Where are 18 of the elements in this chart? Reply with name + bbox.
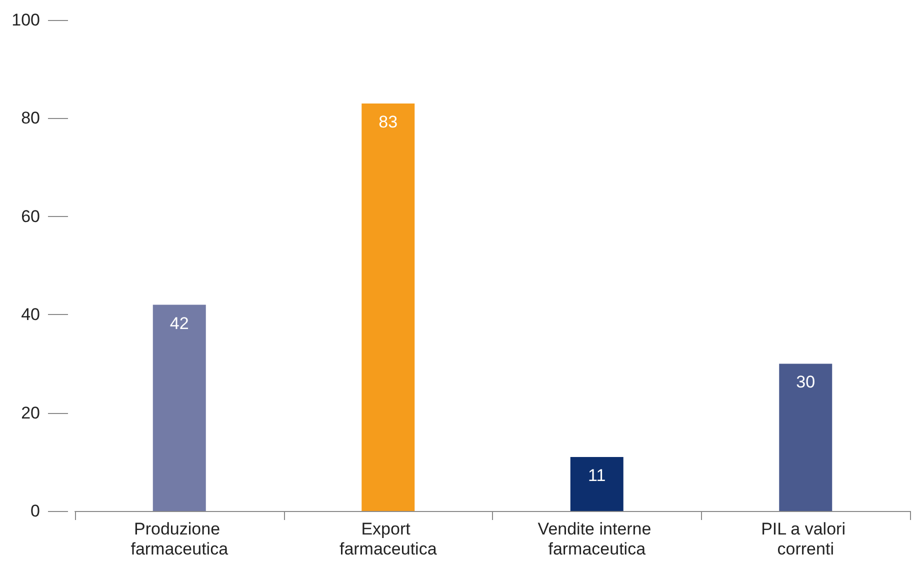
data-label: 11 — [588, 466, 606, 485]
data-label: 30 — [796, 372, 816, 392]
x-tick-label: Export farmaceutica — [339, 520, 438, 558]
bar — [152, 304, 206, 511]
x-tick-label: PIL a valori correnti — [761, 520, 850, 558]
bar — [362, 103, 415, 511]
y-tick-label: 40 — [21, 305, 40, 324]
y-tick-label: 60 — [21, 206, 40, 226]
y-tick-label: 100 — [12, 10, 40, 30]
x-tick-label: Vendite interne farmaceutica — [538, 520, 656, 558]
y-tick-label: 80 — [21, 108, 40, 128]
y-tick-label: 20 — [21, 403, 40, 422]
bar — [570, 456, 624, 511]
x-tick-label: Produzione farmaceutica — [130, 520, 229, 558]
data-label: 83 — [378, 112, 398, 132]
data-label: 42 — [170, 314, 189, 333]
y-tick-label: 0 — [30, 502, 40, 520]
bar — [779, 364, 832, 511]
